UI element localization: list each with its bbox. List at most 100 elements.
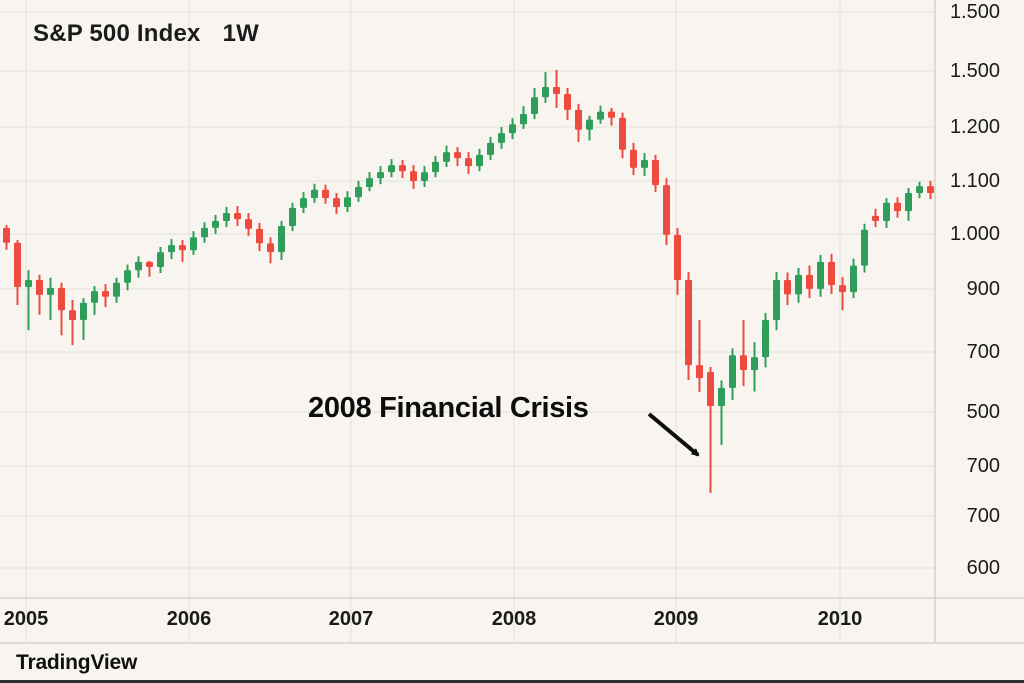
candle bbox=[322, 184, 329, 204]
price-axis-label: 900 bbox=[966, 278, 1000, 300]
candle bbox=[850, 258, 857, 299]
candle bbox=[245, 213, 252, 236]
candle bbox=[652, 154, 659, 193]
candle bbox=[421, 166, 428, 187]
candle bbox=[729, 348, 736, 400]
candle bbox=[179, 240, 186, 262]
time-axis-label: 2008 bbox=[491, 608, 537, 630]
candle bbox=[311, 183, 318, 203]
price-axis-label: 700 bbox=[966, 455, 1000, 477]
time-axis-label: 2006 bbox=[166, 608, 212, 630]
candle bbox=[597, 105, 604, 124]
candle bbox=[300, 192, 307, 214]
bottom-border bbox=[0, 680, 1024, 683]
candle bbox=[355, 180, 362, 202]
candle bbox=[410, 165, 417, 189]
candle bbox=[883, 198, 890, 228]
candle bbox=[740, 319, 747, 386]
candle bbox=[630, 142, 637, 175]
candle bbox=[927, 180, 934, 200]
candle bbox=[69, 299, 76, 346]
candle bbox=[707, 366, 714, 493]
candle bbox=[608, 107, 615, 126]
time-axis-label: 2009 bbox=[653, 608, 699, 630]
candle bbox=[234, 206, 241, 227]
candle bbox=[377, 166, 384, 185]
candle bbox=[3, 225, 10, 250]
candle bbox=[795, 267, 802, 303]
candle bbox=[465, 152, 472, 174]
tradingview-logo: TradingView bbox=[16, 651, 138, 674]
candle bbox=[696, 319, 703, 393]
candle bbox=[751, 342, 758, 392]
candle bbox=[212, 214, 219, 234]
price-axis-label: 1.000 bbox=[949, 223, 1000, 245]
candle bbox=[223, 206, 230, 227]
annotation-text: 2008 Financial Crisis bbox=[308, 392, 589, 424]
gridlines bbox=[0, 0, 935, 643]
candle bbox=[509, 118, 516, 140]
candle bbox=[333, 193, 340, 214]
candle bbox=[289, 202, 296, 232]
candle bbox=[91, 286, 98, 315]
time-axis-label: 2005 bbox=[3, 608, 49, 630]
candle bbox=[564, 87, 571, 121]
candle bbox=[366, 172, 373, 192]
candle bbox=[432, 155, 439, 178]
chart-title: S&P 500 Index 1W bbox=[33, 20, 259, 48]
price-axis-label: 1.500 bbox=[949, 60, 1000, 82]
price-axis-label: 600 bbox=[966, 557, 1000, 579]
candle bbox=[278, 220, 285, 260]
candle bbox=[553, 69, 560, 108]
price-axis-label: 700 bbox=[966, 341, 1000, 363]
price-axis-label: 500 bbox=[966, 401, 1000, 423]
candle bbox=[872, 208, 879, 227]
symbol-name: S&P 500 Index bbox=[33, 20, 201, 47]
candle bbox=[718, 380, 725, 446]
candle bbox=[531, 87, 538, 120]
candle bbox=[454, 147, 461, 167]
candle bbox=[113, 277, 120, 303]
candle bbox=[388, 159, 395, 178]
candle bbox=[641, 153, 648, 176]
candle bbox=[267, 237, 274, 264]
candle bbox=[498, 127, 505, 149]
candle bbox=[806, 265, 813, 299]
candles-layer bbox=[3, 69, 934, 493]
candle bbox=[663, 178, 670, 246]
candle bbox=[476, 148, 483, 172]
candle bbox=[861, 223, 868, 273]
candle bbox=[817, 254, 824, 297]
interval-label: 1W bbox=[222, 20, 259, 47]
candle bbox=[135, 256, 142, 278]
candle bbox=[784, 272, 791, 306]
price-axis-label: 1.100 bbox=[949, 170, 1000, 192]
candle bbox=[36, 274, 43, 315]
candle bbox=[828, 253, 835, 294]
candle bbox=[25, 270, 32, 331]
time-axis-label: 2010 bbox=[817, 608, 863, 630]
candle bbox=[894, 197, 901, 218]
candle bbox=[146, 260, 153, 277]
candle bbox=[619, 112, 626, 159]
candle bbox=[575, 103, 582, 142]
candle bbox=[685, 272, 692, 380]
candle bbox=[14, 240, 21, 306]
candle bbox=[47, 277, 54, 320]
candle bbox=[586, 115, 593, 141]
candle bbox=[58, 282, 65, 336]
time-axis-label: 2007 bbox=[328, 608, 374, 630]
price-axis-label: 1.200 bbox=[949, 116, 1000, 138]
candle bbox=[839, 277, 846, 311]
candle bbox=[399, 160, 406, 179]
candle bbox=[542, 72, 549, 103]
candle bbox=[256, 222, 263, 252]
candle bbox=[168, 239, 175, 260]
candle bbox=[443, 145, 450, 168]
candle bbox=[102, 284, 109, 307]
candle bbox=[190, 231, 197, 255]
axis-separators bbox=[0, 0, 1024, 644]
candle bbox=[157, 246, 164, 274]
